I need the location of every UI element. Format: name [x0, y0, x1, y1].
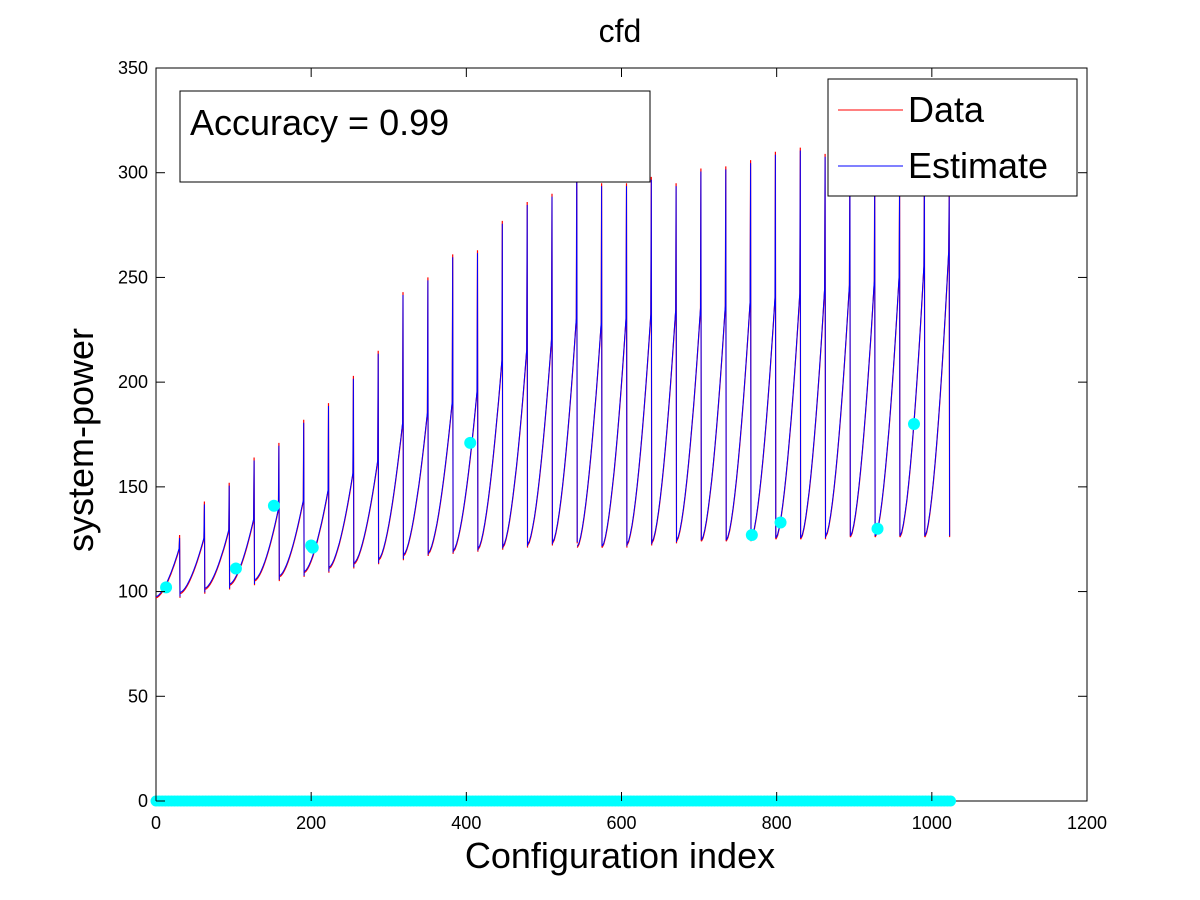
x-tick-label: 600: [606, 813, 636, 833]
sample-point: [774, 516, 787, 529]
estimate-line-segment: [477, 223, 504, 549]
sampled-points: [150, 418, 956, 807]
estimate-line-segment: [303, 405, 330, 572]
estimate-line-segment: [502, 204, 528, 547]
zero-sample-point: [945, 795, 956, 807]
estimate-line-segment: [552, 156, 578, 543]
estimate-line-segment: [527, 196, 553, 545]
estimate-line-segment: [626, 179, 653, 545]
legend-label-data: Data: [908, 89, 985, 130]
legend-label-estimate: Estimate: [908, 145, 1048, 186]
y-tick-label: 200: [118, 372, 148, 392]
estimate-line-segment: [676, 171, 702, 541]
y-axis-label: system-power: [60, 328, 101, 552]
y-tick-label: 100: [118, 582, 148, 602]
estimate-line-segment: [601, 186, 628, 547]
estimate-line-segment: [651, 186, 677, 543]
sample-point: [745, 529, 758, 542]
estimate-line-segment: [279, 422, 305, 577]
sample-point: [267, 499, 280, 512]
estimate-line-segment: [849, 179, 876, 537]
accuracy-annotation: Accuracy = 0.99: [179, 90, 651, 183]
annotation-box: [179, 90, 651, 183]
sample-point: [464, 436, 477, 449]
x-tick-label: 1000: [912, 813, 952, 833]
x-tick-label: 400: [451, 813, 481, 833]
x-axis-ticks: 0 200 400 600 800 1000 1200: [151, 68, 1107, 833]
estimate-line-segment: [378, 294, 404, 560]
estimate-line-segment: [700, 169, 727, 541]
y-tick-label: 300: [118, 163, 148, 183]
x-tick-label: 1200: [1067, 813, 1107, 833]
estimate-line-segment: [576, 186, 603, 547]
sample-point: [229, 562, 242, 575]
x-tick-label: 0: [151, 813, 161, 833]
estimate-series-lines: [155, 150, 951, 598]
estimate-line-segment: [179, 504, 206, 593]
y-axis-ticks: 0 50 100 150 200 250 300 350: [118, 58, 1087, 811]
y-tick-label: 150: [118, 477, 148, 497]
estimate-line-segment: [427, 257, 454, 553]
estimate-line-segment: [353, 353, 380, 564]
x-tick-label: 800: [762, 813, 792, 833]
estimate-line-segment: [452, 253, 479, 551]
y-tick-label: 250: [118, 267, 148, 287]
estimate-line-segment: [924, 196, 951, 537]
estimate-line-segment: [750, 154, 777, 539]
legend-box: [827, 78, 1078, 197]
estimate-line-segment: [204, 485, 231, 589]
estimate-line-segment: [825, 165, 851, 537]
legend: Data Estimate: [827, 78, 1078, 197]
sample-point: [907, 418, 920, 431]
x-axis-label: Configuration index: [465, 835, 775, 876]
estimate-line-segment: [155, 537, 181, 598]
y-tick-label: 350: [118, 58, 148, 78]
y-tick-label: 50: [128, 686, 148, 706]
annotation-text: Accuracy = 0.99: [190, 102, 449, 143]
estimate-line-segment: [254, 445, 280, 581]
chart-title: cfd: [599, 13, 642, 49]
y-tick-label: 0: [138, 791, 148, 811]
estimate-line-segment: [328, 378, 355, 568]
estimate-line-segment: [403, 280, 429, 556]
sample-point: [160, 581, 173, 594]
estimate-line-segment: [725, 163, 752, 541]
estimate-line-segment: [800, 156, 826, 539]
sample-point: [871, 522, 884, 535]
estimate-line-segment: [229, 460, 255, 585]
x-tick-label: 200: [296, 813, 326, 833]
estimate-line-segment: [874, 186, 901, 537]
sample-point: [306, 541, 319, 554]
